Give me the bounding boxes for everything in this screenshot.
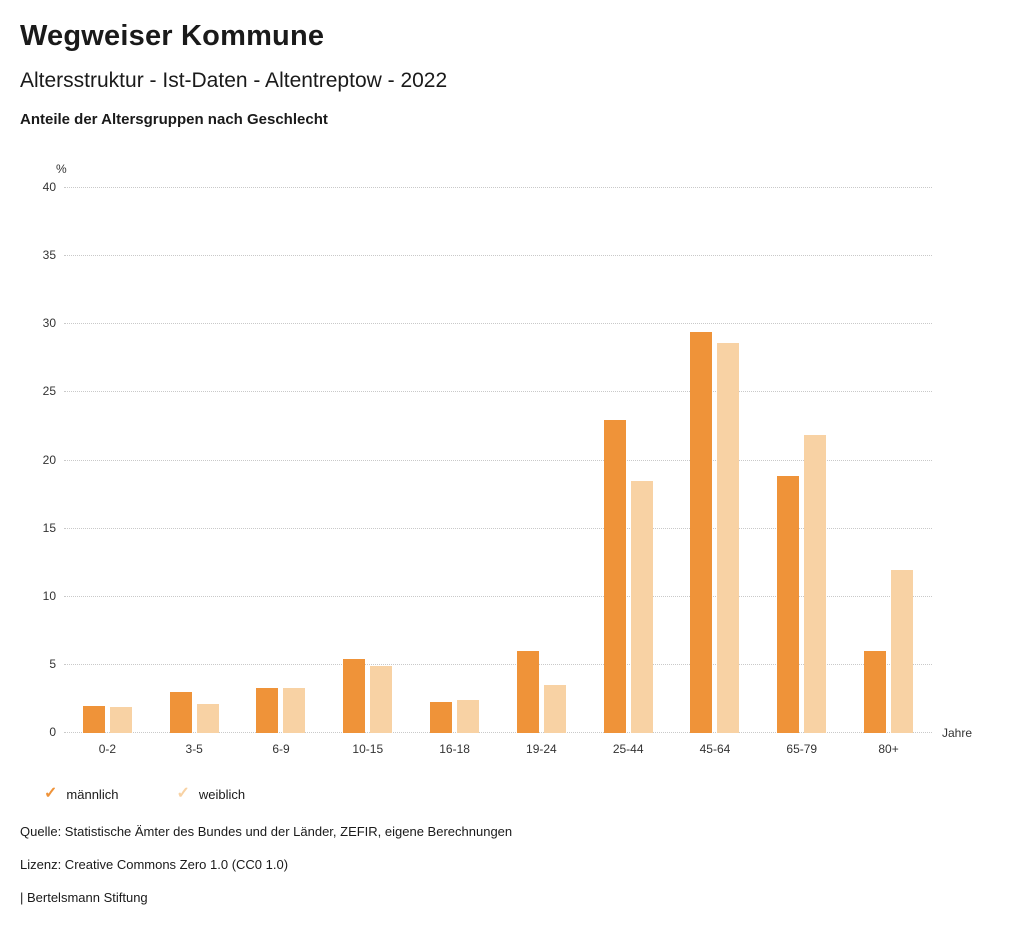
bar-group-65-79 bbox=[777, 188, 827, 733]
bar-männlich-25-44 bbox=[603, 419, 626, 733]
bar-männlich-0-2 bbox=[82, 705, 105, 733]
y-axis-unit-label: % bbox=[56, 162, 67, 176]
bar-weiblich-80+ bbox=[891, 569, 914, 733]
bar-weiblich-0-2 bbox=[109, 707, 132, 733]
bar-männlich-3-5 bbox=[169, 692, 192, 733]
bar-weiblich-25-44 bbox=[630, 480, 653, 733]
gridline-0: 0 bbox=[49, 725, 932, 739]
bar-weiblich-6-9 bbox=[283, 688, 306, 733]
legend-item-männlich[interactable]: ✓ männlich bbox=[44, 786, 118, 802]
bar-weiblich-3-5 bbox=[196, 704, 219, 733]
x-tick-label-16-18: 16-18 bbox=[439, 742, 470, 756]
chart: % 0 5 10 15 20 25 30 35 40 Jahre 0-2 3-5 6-9 10-15 1… bbox=[43, 162, 972, 756]
bars-layer bbox=[64, 188, 932, 733]
y-tick-label-10: 10 bbox=[42, 588, 56, 603]
gridline-15: 15 bbox=[43, 521, 932, 535]
legend-label-männlich: männlich bbox=[66, 786, 119, 802]
bar-group-0-2 bbox=[82, 188, 132, 733]
bar-weiblich-10-15 bbox=[370, 666, 393, 733]
bar-männlich-16-18 bbox=[430, 701, 453, 733]
x-axis-unit-label: Jahre bbox=[942, 726, 973, 740]
gridline-30: 30 bbox=[43, 316, 932, 330]
bar-group-45-64 bbox=[690, 188, 740, 733]
x-tick-label-65-79: 65-79 bbox=[786, 742, 818, 756]
bar-männlich-80+ bbox=[864, 651, 887, 733]
legend-item-weiblich[interactable]: ✓ weiblich bbox=[176, 786, 245, 802]
gridline-5: 5 bbox=[49, 657, 932, 671]
plot-area: 0 5 10 15 20 25 30 35 40 Jahre bbox=[43, 180, 972, 740]
bar-group-19-24 bbox=[516, 188, 566, 733]
y-tick-label-40: 40 bbox=[42, 180, 56, 194]
page-subtitle: Altersstruktur - Ist-Daten - Altentrepto… bbox=[20, 69, 448, 92]
bar-group-80+ bbox=[864, 188, 914, 733]
x-tick-label-6-9: 6-9 bbox=[272, 742, 290, 756]
gridline-10: 10 bbox=[43, 589, 932, 603]
gridline-35: 35 bbox=[43, 248, 932, 262]
x-tick-label-80+: 80+ bbox=[878, 742, 899, 756]
y-tick-label-30: 30 bbox=[42, 316, 56, 331]
x-tick-label-0-2: 0-2 bbox=[98, 742, 117, 756]
bar-männlich-19-24 bbox=[516, 651, 539, 733]
x-tick-label-45-64: 45-64 bbox=[699, 742, 731, 756]
page: Wegweiser Kommune Altersstruktur - Ist-D… bbox=[20, 20, 1004, 905]
bar-group-25-44 bbox=[603, 188, 653, 733]
attribution-text: | Bertelsmann Stiftung bbox=[20, 890, 148, 905]
bar-weiblich-19-24 bbox=[543, 685, 566, 733]
chart-title: Anteile der Altersgruppen nach Geschlech… bbox=[20, 111, 328, 128]
chart-legend: ✓ männlich ✓ weiblich bbox=[44, 786, 1004, 802]
bar-männlich-45-64 bbox=[690, 332, 713, 733]
bar-group-10-15 bbox=[343, 188, 393, 733]
x-tick-label-19-24: 19-24 bbox=[526, 742, 557, 756]
bar-group-16-18 bbox=[430, 188, 480, 733]
gridline-40: 40 bbox=[43, 180, 932, 194]
source-text: Quelle: Statistische Ämter des Bundes un… bbox=[20, 824, 513, 839]
footer: Quelle: Statistische Ämter des Bundes un… bbox=[20, 824, 1004, 905]
gridline-20: 20 bbox=[43, 453, 932, 467]
x-tick-label-3-5: 3-5 bbox=[185, 742, 203, 756]
gridline-25: 25 bbox=[43, 384, 932, 398]
y-tick-label-20: 20 bbox=[42, 452, 56, 467]
bar-group-6-9 bbox=[256, 188, 306, 733]
bar-group-3-5 bbox=[169, 188, 219, 733]
y-tick-label-5: 5 bbox=[49, 656, 56, 671]
bar-weiblich-16-18 bbox=[457, 700, 480, 733]
bar-männlich-10-15 bbox=[343, 659, 366, 733]
legend-check-icon-männlich: ✓ bbox=[44, 785, 58, 802]
y-tick-label-35: 35 bbox=[42, 248, 56, 263]
bar-weiblich-65-79 bbox=[804, 434, 827, 733]
page-title: Wegweiser Kommune bbox=[20, 20, 325, 52]
x-tick-label-10-15: 10-15 bbox=[352, 742, 384, 756]
y-tick-label-15: 15 bbox=[42, 520, 56, 535]
y-tick-label-0: 0 bbox=[49, 725, 56, 739]
x-axis-labels: 0-2 3-5 6-9 10-15 16-18 19-24 25-44 45-64 65-79 8… bbox=[64, 742, 932, 756]
x-tick-label-25-44: 25-44 bbox=[612, 742, 644, 756]
y-tick-label-25: 25 bbox=[42, 384, 56, 399]
legend-label-weiblich: weiblich bbox=[198, 786, 246, 802]
bar-männlich-6-9 bbox=[256, 688, 279, 733]
bar-weiblich-45-64 bbox=[717, 343, 740, 733]
bar-männlich-65-79 bbox=[777, 475, 800, 733]
legend-check-icon-weiblich: ✓ bbox=[176, 785, 190, 802]
license-text: Lizenz: Creative Commons Zero 1.0 (CC0 1… bbox=[20, 857, 289, 872]
